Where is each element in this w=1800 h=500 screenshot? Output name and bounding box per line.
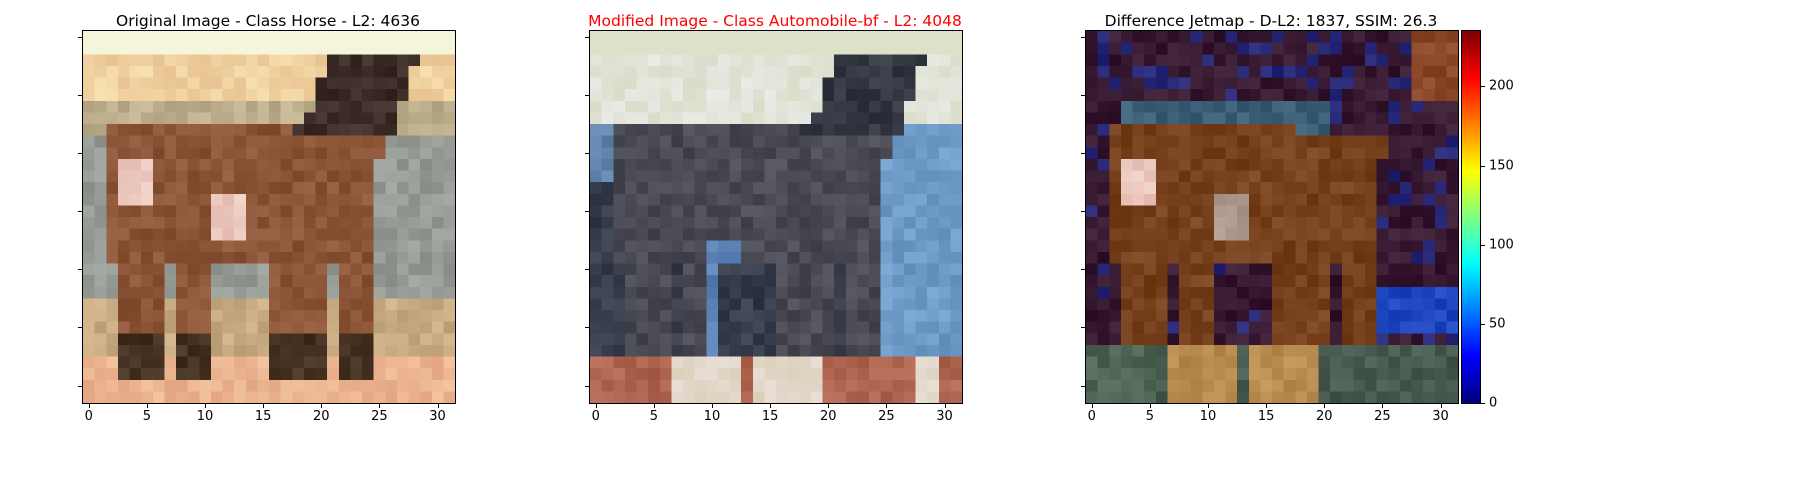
colorbar-tick: [1481, 244, 1485, 246]
x-tick-label: 30: [429, 409, 446, 424]
y-tick: [78, 385, 82, 387]
y-tick: [585, 269, 589, 271]
modified-image: [589, 30, 963, 404]
x-tick-label: 25: [1374, 409, 1391, 424]
x-tick-label: 15: [254, 409, 272, 424]
x-tick-label: 5: [1145, 409, 1155, 424]
x-tick: [1149, 404, 1151, 408]
x-tick-label: 20: [1316, 409, 1333, 424]
y-tick: [585, 211, 589, 213]
x-tick-label: 5: [649, 409, 659, 424]
x-tick-label: 10: [1199, 409, 1217, 424]
x-tick: [379, 404, 381, 408]
colorbar-tick-label: 150: [1489, 158, 1514, 174]
y-tick: [78, 94, 82, 96]
colorbar-tick-label: 0: [1489, 395, 1498, 411]
y-tick: [1081, 385, 1085, 387]
x-tick: [263, 404, 265, 408]
x-tick: [712, 404, 714, 408]
y-tick: [585, 36, 589, 38]
x-tick-label: 10: [703, 409, 721, 424]
x-tick-label: 10: [196, 409, 214, 424]
x-tick-label: 15: [1257, 409, 1275, 424]
difference-title: Difference Jetmap - D-L2: 1837, SSIM: 26…: [1104, 12, 1438, 30]
y-tick: [1081, 153, 1085, 155]
x-tick-label: 15: [761, 409, 779, 424]
y-tick: [78, 36, 82, 38]
x-tick-label: 25: [371, 409, 388, 424]
colorbar-tick: [1481, 323, 1485, 325]
colorbar: [1461, 30, 1481, 404]
y-tick: [1081, 211, 1085, 213]
x-tick-label: 0: [1087, 409, 1096, 424]
y-tick: [1081, 36, 1085, 38]
y-tick: [1081, 94, 1085, 96]
x-tick: [1266, 404, 1268, 408]
y-tick: [1081, 327, 1085, 329]
colorbar-tick: [1481, 86, 1485, 88]
colorbar-tick-label: 50: [1489, 316, 1506, 332]
x-tick-label: 30: [1432, 409, 1449, 424]
y-tick: [78, 327, 82, 329]
x-tick: [1382, 404, 1384, 408]
y-tick: [585, 327, 589, 329]
y-tick: [585, 94, 589, 96]
x-tick: [828, 404, 830, 408]
y-tick: [78, 153, 82, 155]
x-tick: [886, 404, 888, 408]
y-tick: [1081, 269, 1085, 271]
difference-image: [1085, 30, 1459, 404]
x-tick: [1440, 404, 1442, 408]
y-tick: [585, 385, 589, 387]
colorbar-tick-label: 100: [1489, 237, 1514, 253]
original-title: Original Image - Class Horse - L2: 4636: [116, 12, 420, 30]
colorbar-tick-label: 200: [1489, 78, 1514, 94]
y-tick: [78, 211, 82, 213]
x-tick-label: 30: [936, 409, 953, 424]
x-tick: [1324, 404, 1326, 408]
x-tick: [1091, 404, 1093, 408]
x-tick-label: 0: [84, 409, 93, 424]
x-tick: [653, 404, 655, 408]
colorbar-tick: [1481, 165, 1485, 167]
x-tick: [1208, 404, 1210, 408]
x-tick-label: 5: [142, 409, 152, 424]
x-tick: [595, 404, 597, 408]
x-tick: [205, 404, 207, 408]
modified-title: Modified Image - Class Automobile-bf - L…: [588, 12, 962, 30]
y-tick: [585, 153, 589, 155]
x-tick: [88, 404, 90, 408]
y-tick: [78, 269, 82, 271]
x-tick-label: 25: [878, 409, 895, 424]
x-tick: [321, 404, 323, 408]
colorbar-tick: [1481, 403, 1485, 404]
original-image: [82, 30, 456, 404]
x-tick: [944, 404, 946, 408]
x-tick: [770, 404, 772, 408]
x-tick-label: 0: [591, 409, 600, 424]
x-tick: [146, 404, 148, 408]
x-tick: [437, 404, 439, 408]
x-tick-label: 20: [313, 409, 330, 424]
x-tick-label: 20: [820, 409, 837, 424]
